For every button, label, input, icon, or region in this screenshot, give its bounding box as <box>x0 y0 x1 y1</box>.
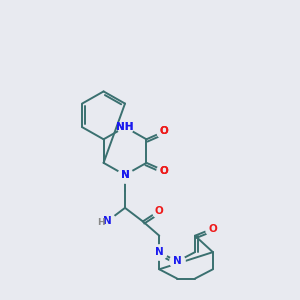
Text: O: O <box>160 166 169 176</box>
Text: NH: NH <box>116 122 134 132</box>
Text: N: N <box>121 170 129 180</box>
Text: O: O <box>155 206 164 216</box>
Text: N: N <box>121 170 129 180</box>
Text: O: O <box>160 126 169 136</box>
Text: O: O <box>160 126 169 136</box>
Text: O: O <box>160 166 169 176</box>
Text: NH: NH <box>116 122 134 132</box>
Text: N: N <box>103 216 112 226</box>
Text: H: H <box>97 218 104 226</box>
Text: N: N <box>173 256 182 266</box>
Text: O: O <box>208 224 217 234</box>
Text: N: N <box>155 247 164 257</box>
